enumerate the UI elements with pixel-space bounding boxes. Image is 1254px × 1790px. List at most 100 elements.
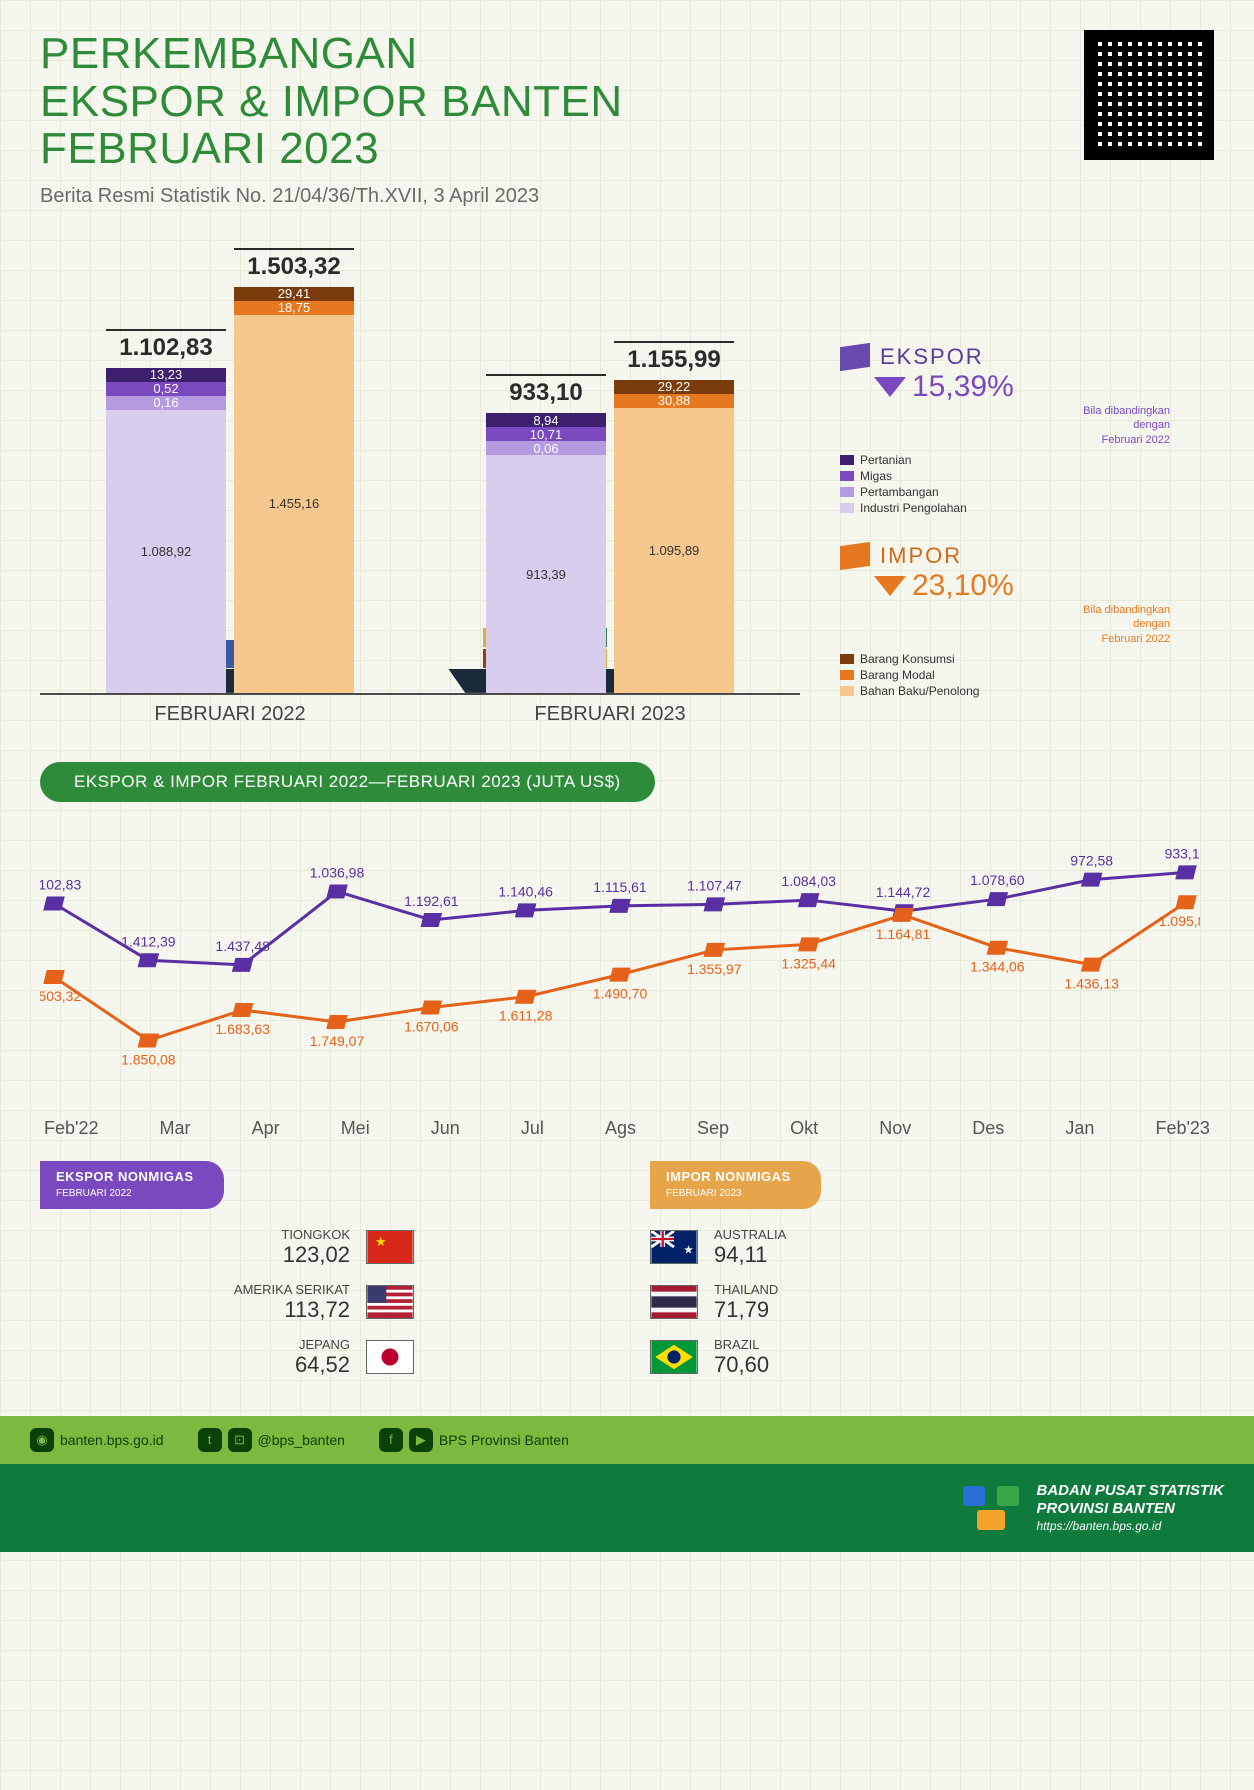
- svg-text:1.115,61: 1.115,61: [593, 879, 647, 895]
- svg-text:972,58: 972,58: [1070, 853, 1113, 869]
- impor-countries: IMPOR NONMIGAS FEBRUARI 2023 ★AUSTRALIA9…: [650, 1161, 821, 1392]
- footer-link[interactable]: banten.bps.go.id: [60, 1432, 164, 1448]
- container-icon: [840, 544, 870, 568]
- flag-icon: ★: [366, 1230, 414, 1264]
- bar-segment: 0,52: [106, 382, 226, 396]
- title-block: PERKEMBANGAN EKSPOR & IMPOR BANTEN FEBRU…: [40, 30, 623, 208]
- cmp-line: Bila dibandingkan: [1083, 405, 1170, 417]
- ekspor-bar: 933,108,9410,710,06913,39: [486, 374, 606, 692]
- svg-text:1.036,98: 1.036,98: [310, 864, 365, 880]
- bar-total: 1.503,32: [234, 248, 354, 281]
- container-icon: [840, 345, 870, 369]
- tag-title: IMPOR NONMIGAS: [666, 1169, 791, 1185]
- bar-segment: 13,23: [106, 368, 226, 382]
- svg-text:1.670,06: 1.670,06: [404, 1018, 459, 1034]
- svg-text:★: ★: [375, 1234, 387, 1249]
- bar-segment: 1.088,92: [106, 410, 226, 693]
- month-label: Sep: [697, 1118, 729, 1139]
- svg-text:933,10: 933,10: [1165, 845, 1200, 861]
- cmp-line: dengan: [1133, 618, 1170, 630]
- footer: ◉ banten.bps.go.id t⊡ @bps_banten f▶ BPS…: [0, 1416, 1254, 1553]
- month-label: Apr: [252, 1118, 280, 1139]
- svg-text:1.437,48: 1.437,48: [215, 938, 270, 954]
- year-label-2022: FEBRUARI 2022: [154, 703, 305, 726]
- flag-icon: ★: [650, 1230, 698, 1264]
- bar-total: 933,10: [486, 374, 606, 407]
- year-label-2023: FEBRUARI 2023: [534, 703, 685, 726]
- footer-social: ◉ banten.bps.go.id t⊡ @bps_banten f▶ BPS…: [0, 1416, 1254, 1464]
- country-row: BRAZIL70,60: [650, 1337, 821, 1378]
- facebook-icon: f: [379, 1428, 403, 1452]
- line-chart: 1.102,83 1.412,39 1.437,48 1.036,98 1.192,61…: [40, 808, 1214, 1108]
- arrow-down-icon: [874, 377, 906, 397]
- legend-item: Pertambangan: [840, 485, 1170, 499]
- bar-segment: 1.455,16: [234, 315, 354, 693]
- subtitle: Berita Resmi Statistik No. 21/04/36/Th.X…: [40, 185, 623, 208]
- impor-pct: 23,10%: [912, 569, 1014, 603]
- footer-link[interactable]: BPS Provinsi Banten: [439, 1432, 569, 1448]
- org-url[interactable]: https://banten.bps.go.id: [1037, 1519, 1225, 1534]
- svg-text:1.683,63: 1.683,63: [215, 1021, 270, 1037]
- org-name: BADAN PUSAT STATISTIK: [1037, 1482, 1225, 1499]
- bar-segment: 18,75: [234, 301, 354, 315]
- stacked-bar-chart: 1.102,8313,230,520,161.088,92 1.503,32 29,…: [40, 248, 800, 695]
- flag-icon: [366, 1340, 414, 1374]
- svg-text:1.164,81: 1.164,81: [876, 926, 931, 942]
- instagram-icon: ⊡: [228, 1428, 252, 1452]
- svg-text:1.078,60: 1.078,60: [970, 872, 1025, 888]
- impor-tag: IMPOR NONMIGAS FEBRUARI 2023: [650, 1161, 821, 1209]
- banner-text: EKSPOR & IMPOR FEBRUARI 2022—FEBRUARI 20…: [40, 762, 655, 802]
- svg-text:1.749,07: 1.749,07: [310, 1033, 365, 1049]
- ekspor-title: EKSPOR: [880, 344, 984, 370]
- impor-legend: Barang KonsumsiBarang ModalBahan Baku/Pe…: [840, 652, 1170, 698]
- month-label: Feb'23: [1155, 1118, 1209, 1139]
- ekspor-tag: EKSPOR NONMIGAS FEBRUARI 2022: [40, 1161, 224, 1209]
- org-sub: PROVINSI BANTEN: [1037, 1500, 1175, 1517]
- bar-segment: 29,41: [234, 287, 354, 301]
- svg-text:1.144,72: 1.144,72: [876, 884, 931, 900]
- footer-link[interactable]: @bps_banten: [258, 1432, 345, 1448]
- impor-bar: 1.503,32 29,4118,751.455,16: [234, 248, 354, 693]
- flag-icon: [650, 1340, 698, 1374]
- ekspor-summary: EKSPOR 15,39% Bila dibandingkan dengan F…: [840, 344, 1170, 515]
- legend-item: Barang Modal: [840, 668, 1170, 682]
- legend-item: Barang Konsumsi: [840, 652, 1170, 666]
- svg-text:1.611,28: 1.611,28: [499, 1008, 553, 1024]
- impor-bar: 1.155,9929,2230,881.095,89: [614, 341, 734, 693]
- cmp-line: Februari 2022: [1102, 633, 1171, 645]
- bar-total: 1.155,99: [614, 341, 734, 374]
- svg-text:1.140,46: 1.140,46: [498, 883, 553, 899]
- country-row: AMERIKA SERIKAT113,72: [210, 1282, 540, 1323]
- legend-item: Pertanian: [840, 453, 1170, 467]
- svg-text:1.102,83: 1.102,83: [40, 876, 81, 892]
- country-row: JEPANG64,52: [210, 1337, 540, 1378]
- title-line2: EKSPOR & IMPOR BANTEN: [40, 77, 623, 126]
- month-label: Okt: [790, 1118, 818, 1139]
- globe-icon: ◉: [30, 1428, 54, 1452]
- arrow-down-icon: [874, 576, 906, 596]
- flag-icon: [366, 1285, 414, 1319]
- bar-segment: 0,16: [106, 396, 226, 410]
- ekspor-bar: 1.102,8313,230,520,161.088,92: [106, 329, 226, 693]
- svg-text:★: ★: [683, 1245, 693, 1257]
- qr-code: [1084, 30, 1214, 160]
- month-label: Jul: [521, 1118, 544, 1139]
- svg-text:1.412,39: 1.412,39: [121, 933, 176, 949]
- bar-segment: 10,71: [486, 427, 606, 441]
- svg-text:1.436,13: 1.436,13: [1064, 975, 1119, 991]
- svg-text:1.095,89: 1.095,89: [1159, 913, 1200, 929]
- impor-summary: IMPOR 23,10% Bila dibandingkan dengan Fe…: [840, 543, 1170, 698]
- ekspor-legend: PertanianMigasPertambanganIndustri Pengo…: [840, 453, 1170, 515]
- svg-text:1.192,61: 1.192,61: [404, 893, 459, 909]
- month-label: Des: [972, 1118, 1004, 1139]
- tag-sub: FEBRUARI 2022: [56, 1188, 132, 1199]
- line-chart-xaxis: Feb'22MarAprMeiJunJulAgsSepOktNovDesJanF…: [40, 1118, 1214, 1139]
- country-row: ★AUSTRALIA94,11: [650, 1227, 821, 1268]
- footer-org: BADAN PUSAT STATISTIK PROVINSI BANTEN ht…: [0, 1464, 1254, 1553]
- section-banner: EKSPOR & IMPOR FEBRUARI 2022—FEBRUARI 20…: [40, 762, 1214, 802]
- bar-segment: 29,22: [614, 380, 734, 394]
- ekspor-countries: EKSPOR NONMIGAS FEBRUARI 2022 TIONGKOK12…: [40, 1161, 540, 1392]
- bar-segment: 1.095,89: [614, 408, 734, 693]
- youtube-icon: ▶: [409, 1428, 433, 1452]
- twitter-icon: t: [198, 1428, 222, 1452]
